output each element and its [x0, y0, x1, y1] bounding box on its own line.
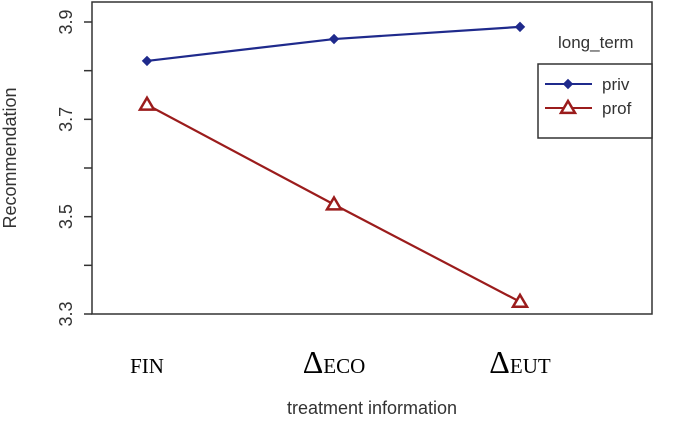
x-category-label: ΔEUT	[489, 344, 551, 380]
x-axis-label: treatment information	[287, 398, 457, 418]
series-line-priv	[146, 25, 521, 63]
y-axis-label: Recommendation	[0, 87, 20, 228]
legend: long_term priv prof	[537, 33, 653, 139]
y-tick-label: 3.7	[56, 107, 76, 132]
legend-label-priv: priv	[602, 75, 630, 94]
point-prof	[137, 95, 157, 111]
legend-label-prof: prof	[602, 99, 632, 118]
series-layer	[137, 21, 530, 308]
point-prof	[324, 195, 344, 211]
y-axis: 3.3 3.5 3.7 3.9	[56, 9, 92, 327]
legend-box	[537, 63, 653, 139]
point-priv	[328, 33, 340, 45]
plot-frame	[91, 1, 653, 315]
point-priv	[141, 55, 153, 67]
x-category-labels: FIN ΔECO ΔEUT	[130, 344, 551, 380]
y-tick-label: 3.3	[56, 301, 76, 326]
y-tick-label: 3.9	[56, 9, 76, 34]
legend-title: long_term	[558, 33, 634, 52]
y-tick-label: 3.5	[56, 204, 76, 229]
legend-items: priv prof	[545, 75, 632, 118]
point-prof	[510, 292, 530, 308]
point-priv	[514, 21, 526, 33]
x-category-label: FIN	[130, 354, 164, 378]
x-category-label: ΔECO	[303, 344, 366, 380]
legend-marker-prof	[558, 98, 578, 115]
legend-marker-priv	[562, 78, 574, 90]
